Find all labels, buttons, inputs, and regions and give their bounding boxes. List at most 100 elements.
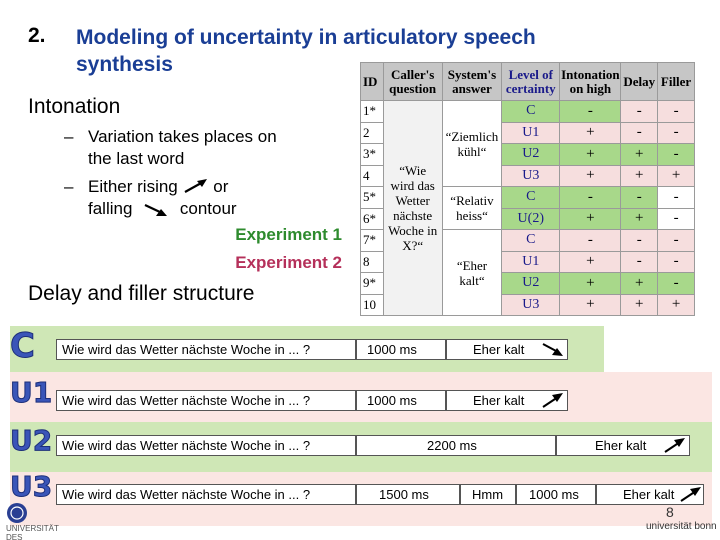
- cell-intonation: +: [559, 164, 622, 187]
- table-row: 8 U1 + - -: [360, 250, 695, 273]
- cell-intonation: +: [559, 121, 622, 144]
- cell-id: 8: [360, 250, 384, 273]
- delay-text: 1000 ms: [367, 393, 417, 408]
- cell-filler: -: [657, 186, 695, 209]
- cell-filler: -: [657, 121, 695, 144]
- level-letter-u2: U2: [9, 424, 53, 458]
- delay-text: 1500 ms: [379, 487, 429, 502]
- cell-level: U1: [501, 250, 561, 273]
- cell-level: U2: [501, 272, 561, 295]
- cell-filler: -: [657, 100, 695, 123]
- bullet-dash: –: [64, 127, 74, 146]
- cell-level: U(2): [501, 207, 561, 230]
- bullet-text-b: or: [213, 177, 229, 196]
- cell-intonation: -: [559, 186, 622, 209]
- experiment-2-label: Experiment 2: [235, 253, 342, 272]
- rising-arrow-icon: [664, 438, 685, 453]
- cell-intonation: +: [559, 293, 622, 316]
- cell-id: 4: [360, 164, 384, 187]
- answer-bar: Eher kalt: [446, 339, 568, 360]
- bullet-text-d: contour: [179, 199, 237, 218]
- cell-intonation: +: [559, 250, 622, 273]
- falling-arrow-icon: [144, 204, 168, 216]
- question-bar: Wie wird das Wetter nächste Woche in ...…: [56, 435, 356, 456]
- delay-bar-2: 1000 ms: [516, 484, 596, 505]
- question-text: Wie wird das Wetter nächste Woche in ...…: [62, 438, 311, 453]
- bonn-logo-text: universität bonn: [646, 521, 717, 532]
- answer-bar: Eher kalt: [556, 435, 690, 456]
- question-bar: Wie wird das Wetter nächste Woche in ...…: [56, 390, 356, 411]
- rising-arrow-icon: [680, 487, 701, 502]
- cell-intonation: +: [559, 272, 622, 295]
- cell-level: U2: [501, 143, 561, 166]
- delay-bar: 1500 ms: [356, 484, 460, 505]
- delay-bar: 1000 ms: [356, 339, 446, 360]
- answer-text: Eher kalt: [623, 487, 675, 502]
- question-bar: Wie wird das Wetter nächste Woche in ...…: [56, 339, 356, 360]
- cell-filler: -: [657, 250, 695, 273]
- filler-text: Hmm: [472, 487, 504, 502]
- question-text: Wie wird das Wetter nächste Woche in ...…: [62, 342, 311, 357]
- bullet-text-c: falling: [88, 199, 133, 218]
- heading-number: 2.: [28, 24, 46, 47]
- rising-arrow-icon: [183, 179, 207, 193]
- cell-filler: -: [657, 272, 695, 295]
- question-bar: Wie wird das Wetter nächste Woche in ...…: [56, 484, 356, 505]
- cell-answer: “Eher kalt“: [441, 229, 503, 316]
- logo-text: UNIVERSITÄT DES SAARLANDES: [6, 524, 59, 540]
- cell-delay: +: [620, 207, 659, 230]
- cell-question: “Wie wird das Wetter nächste Woche in X?…: [382, 100, 443, 316]
- cell-answer: “Ziemlich kühl“: [441, 100, 503, 187]
- delay-text: 1000 ms: [367, 342, 417, 357]
- cell-filler: -: [657, 207, 695, 230]
- cell-intonation: +: [559, 207, 622, 230]
- level-letter-c: C: [10, 326, 36, 367]
- cell-id: 9*: [360, 272, 384, 295]
- cell-id: 5*: [360, 186, 384, 209]
- cell-filler: -: [657, 143, 695, 166]
- table-header-row: ID Caller's question System's answer Lev…: [360, 62, 695, 101]
- cell-delay: +: [620, 164, 659, 187]
- cell-intonation: -: [559, 100, 622, 123]
- level-letter-u3: U3: [9, 470, 53, 504]
- delay-filler-title: Delay and filler structure: [28, 282, 255, 305]
- header-filler: Filler: [657, 62, 695, 101]
- cell-delay: -: [620, 100, 659, 123]
- answer-text: Eher kalt: [595, 438, 647, 453]
- cell-delay: -: [620, 229, 659, 252]
- cell-id: 10: [360, 293, 384, 316]
- question-text: Wie wird das Wetter nächste Woche in ...…: [62, 487, 311, 502]
- cell-id: 2: [360, 121, 384, 144]
- answer-bar: Eher kalt: [446, 390, 568, 411]
- intonation-title: Intonation: [28, 95, 121, 118]
- table-row: 6* U(2) + + -: [360, 207, 695, 230]
- delay-text-2: 1000 ms: [529, 487, 579, 502]
- cell-id: 6*: [360, 207, 384, 230]
- bullet-contour: – Either rising or falling contour: [64, 176, 237, 220]
- cell-level: C: [501, 100, 561, 123]
- delay-bar: 1000 ms: [356, 390, 446, 411]
- cell-delay: -: [620, 186, 659, 209]
- cell-filler: -: [657, 229, 695, 252]
- bullet-text-a: Either rising: [88, 177, 178, 196]
- cell-level: U3: [501, 293, 561, 316]
- header-id: ID: [360, 62, 384, 101]
- cell-level: U1: [501, 121, 561, 144]
- question-text: Wie wird das Wetter nächste Woche in ...…: [62, 393, 311, 408]
- header-delay: Delay: [620, 62, 659, 101]
- bullet-text: Variation takes places on the last word: [88, 127, 277, 168]
- bullet-text: Either rising or falling contour: [64, 176, 237, 220]
- saarland-university-logo: UNIVERSITÄT DES SAARLANDES: [6, 502, 59, 540]
- university-seal-icon: [7, 503, 27, 523]
- cell-id: 3*: [360, 143, 384, 166]
- cell-delay: +: [620, 143, 659, 166]
- cell-intonation: +: [559, 143, 622, 166]
- cell-filler: +: [657, 293, 695, 316]
- bullet-variation: – Variation takes places on the last wor…: [64, 126, 294, 170]
- header-intonation: Intonation on high: [559, 62, 622, 101]
- cell-delay: -: [620, 250, 659, 273]
- cell-delay: +: [620, 272, 659, 295]
- cell-id: 1*: [360, 100, 384, 123]
- header-question: Caller's question: [382, 62, 443, 101]
- cell-level: U3: [501, 164, 561, 187]
